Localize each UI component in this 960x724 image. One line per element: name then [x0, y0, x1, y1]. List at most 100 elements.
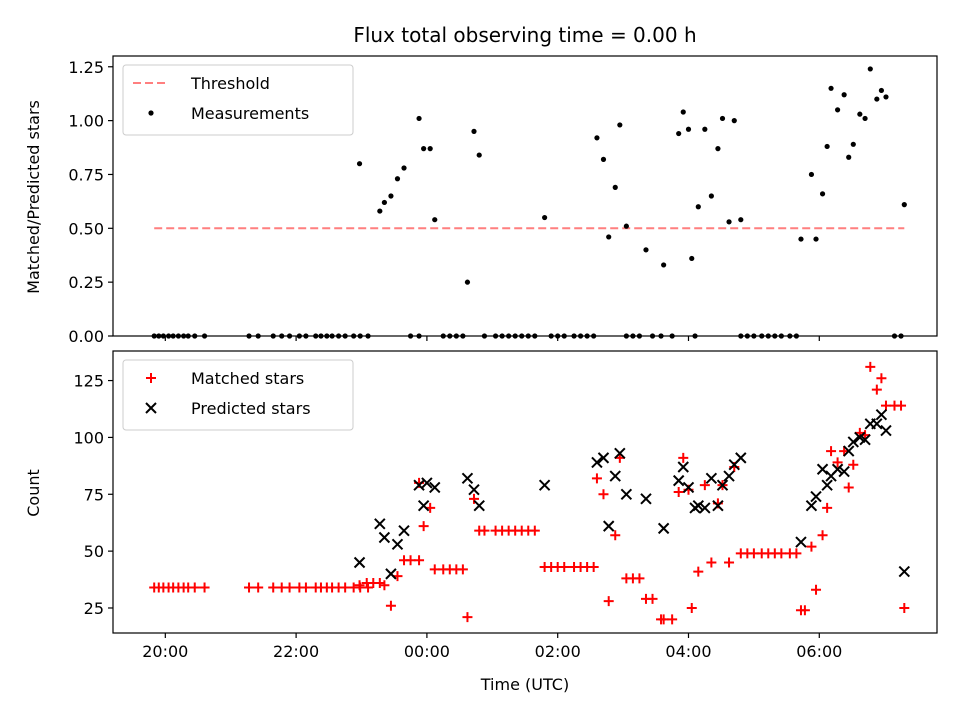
bottom-point	[385, 600, 396, 611]
bottom-point	[847, 436, 859, 448]
top-point	[689, 255, 695, 262]
bottom-point	[821, 479, 833, 491]
bottom-point	[865, 361, 876, 372]
bottom-point	[591, 456, 603, 469]
bottom-point	[414, 555, 425, 566]
top-point	[476, 152, 482, 158]
top-point	[813, 236, 819, 242]
bottom-point	[603, 596, 614, 607]
bottom-point	[699, 480, 710, 491]
bottom-point	[898, 565, 911, 578]
bottom-point	[686, 602, 697, 613]
top-point	[715, 146, 721, 152]
top-point	[874, 96, 880, 102]
bottom-point	[816, 463, 829, 475]
bottom-point	[429, 481, 441, 494]
bottom-point	[284, 582, 295, 593]
bottom-point	[421, 477, 433, 489]
bottom-point	[340, 582, 351, 593]
top-point	[883, 94, 889, 100]
top-point	[702, 126, 708, 132]
top-point	[643, 247, 649, 253]
bottom-point	[705, 472, 718, 485]
bottom-point	[678, 452, 689, 463]
bottom-point	[413, 479, 425, 491]
top-point	[377, 208, 383, 214]
top-point	[819, 191, 826, 197]
bottom-point	[799, 605, 810, 616]
bottom-point	[253, 582, 264, 593]
bottom-series-predicted	[353, 408, 911, 580]
top-ytick-label: 0.25	[68, 273, 104, 292]
bottom-chart-xlabel: Time (UTC)	[480, 675, 569, 694]
top-ytick-label: 1.00	[68, 112, 104, 131]
bottom-xtick-label: 04:00	[665, 642, 711, 661]
bottom-ytick-label: 75	[84, 485, 104, 504]
bottom-point	[657, 522, 670, 535]
bottom-point	[822, 502, 833, 513]
bottom-point	[418, 521, 429, 532]
bottom-point	[723, 470, 735, 482]
bottom-chart-panel: 25 50 75 100 125 20:00 22:00 00:00 02:00 04:00 06:…	[73, 350, 938, 661]
bottom-point	[417, 499, 430, 512]
bottom-point	[880, 400, 891, 411]
bottom-point	[880, 424, 892, 437]
top-point	[661, 262, 667, 268]
top-point	[606, 234, 612, 240]
bottom-point	[672, 474, 685, 487]
top-point	[850, 141, 856, 147]
bottom-point	[875, 408, 888, 421]
bottom-point	[189, 582, 200, 593]
top-point	[824, 143, 830, 150]
bottom-point	[896, 400, 907, 411]
bottom-point	[859, 433, 871, 446]
top-point	[685, 126, 692, 132]
bottom-axes-frame	[112, 350, 938, 634]
top-point	[862, 115, 868, 122]
bottom-point	[354, 580, 365, 591]
bottom-point	[597, 452, 610, 464]
top-point	[828, 85, 834, 91]
bottom-point	[461, 472, 474, 485]
bottom-point	[405, 555, 416, 566]
bottom-point	[817, 530, 828, 541]
top-ytick-label: 1.25	[68, 58, 104, 77]
bottom-point	[712, 499, 724, 512]
bottom-point	[634, 573, 645, 584]
bottom-point	[640, 493, 652, 505]
top-point	[798, 236, 804, 242]
bottom-point	[468, 484, 480, 496]
bottom-point	[244, 582, 255, 593]
bottom-point	[871, 384, 882, 395]
bottom-point	[791, 548, 802, 559]
top-point	[731, 118, 737, 124]
bottom-point	[843, 482, 854, 493]
top-point	[846, 154, 852, 160]
bottom-point	[398, 524, 410, 537]
bottom-ytick-label: 50	[84, 542, 104, 561]
top-point	[388, 193, 394, 199]
bottom-point	[831, 463, 844, 475]
bottom-point	[826, 446, 837, 457]
bottom-point	[473, 499, 485, 512]
top-point	[416, 115, 422, 122]
bottom-point	[811, 584, 822, 595]
bottom-point	[479, 525, 490, 536]
top-point	[356, 161, 363, 167]
bottom-point	[268, 582, 279, 593]
bottom-chart-ylabel: Count	[24, 469, 43, 517]
top-ytick-label: 0.75	[68, 165, 104, 184]
bottom-point	[899, 602, 910, 613]
bottom-xtick-label: 00:00	[404, 642, 450, 661]
top-point	[612, 184, 618, 190]
bottom-point	[598, 489, 609, 500]
top-point	[432, 217, 438, 223]
top-legend-label: Threshold	[190, 74, 270, 93]
top-point	[594, 135, 600, 141]
top-point	[394, 176, 401, 182]
bottom-point	[848, 459, 859, 470]
top-point	[464, 279, 471, 285]
top-point	[878, 87, 885, 94]
bottom-point	[385, 568, 397, 580]
top-point	[708, 193, 714, 199]
